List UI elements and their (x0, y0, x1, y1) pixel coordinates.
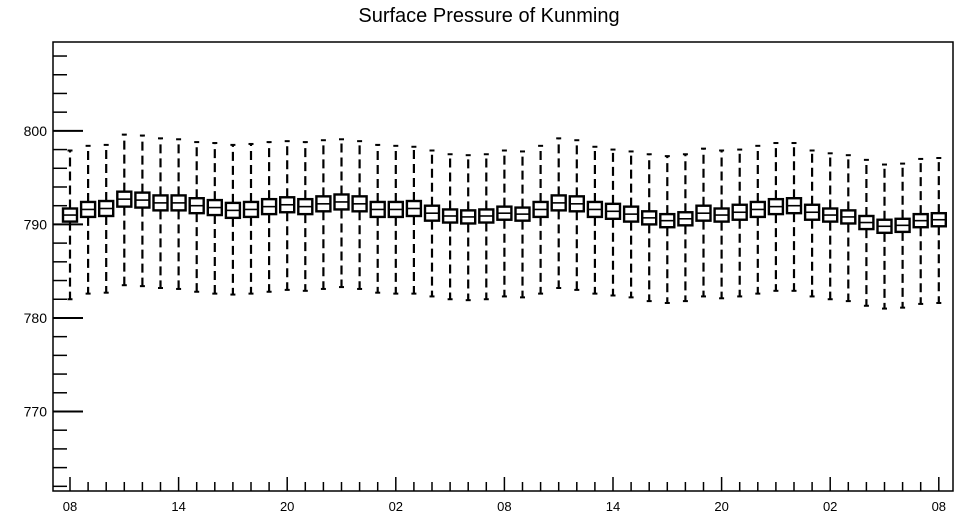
box-mark (405, 145, 423, 295)
box-mark (496, 149, 513, 298)
x-tick-label: 20 (280, 499, 294, 514)
y-tick-label: 770 (24, 403, 48, 419)
box-mark (713, 149, 730, 300)
box-mark (622, 150, 640, 299)
y-tick-label: 790 (24, 216, 48, 232)
box-mark (79, 144, 97, 295)
box-mark (242, 142, 260, 295)
box-mark (803, 149, 821, 298)
box-mark (894, 162, 911, 309)
box-mark (423, 149, 441, 298)
box-mark (333, 138, 350, 289)
box-mark (858, 158, 875, 307)
box-mark (532, 144, 549, 295)
box-mark (785, 142, 803, 292)
box-mark (188, 141, 205, 293)
box-mark (206, 142, 224, 295)
box-mark (369, 143, 386, 294)
box-mark (315, 139, 332, 290)
box-mark (116, 133, 133, 287)
box-mark (387, 144, 404, 295)
box-mark (731, 148, 748, 298)
box-mark (659, 155, 676, 304)
box-mark (767, 142, 785, 292)
box-mark (460, 154, 477, 302)
x-tick-label: 08 (497, 499, 511, 514)
x-tick-label: 14 (171, 499, 185, 514)
x-tick-label: 02 (823, 499, 837, 514)
x-tick-label: 14 (606, 499, 620, 514)
x-tick-label: 08 (932, 499, 946, 514)
y-tick-label: 800 (24, 123, 48, 139)
box-mark (876, 163, 893, 310)
box-mark (478, 153, 495, 301)
box-mark (822, 152, 839, 301)
box-mark (604, 148, 622, 297)
box-mark (514, 150, 531, 299)
box-mark (152, 137, 169, 290)
box-mark (61, 149, 79, 301)
box-mark (586, 145, 604, 295)
box-mark (97, 143, 115, 294)
box-mark (749, 144, 766, 295)
y-tick-label: 780 (24, 310, 48, 326)
box-mark (695, 147, 712, 298)
box-mark (134, 134, 151, 288)
box-mark (930, 156, 947, 304)
box-mark (224, 143, 242, 296)
box-mark (170, 138, 187, 290)
x-tick-label: 20 (714, 499, 728, 514)
x-tick-label: 02 (389, 499, 403, 514)
box-mark (677, 153, 694, 303)
chart-title: Surface Pressure of Kunming (358, 5, 619, 27)
plot-frame (52, 41, 954, 492)
box-mark (840, 154, 857, 303)
box-mark (297, 141, 314, 292)
box-mark (641, 153, 658, 303)
box-mark (912, 157, 929, 305)
box-mark (550, 137, 567, 290)
box-mark (351, 140, 368, 290)
box-mark (568, 139, 585, 291)
box-mark (279, 140, 296, 291)
x-tick-label: 08 (63, 499, 77, 514)
box-mark (260, 141, 278, 293)
box-mark (441, 153, 459, 301)
